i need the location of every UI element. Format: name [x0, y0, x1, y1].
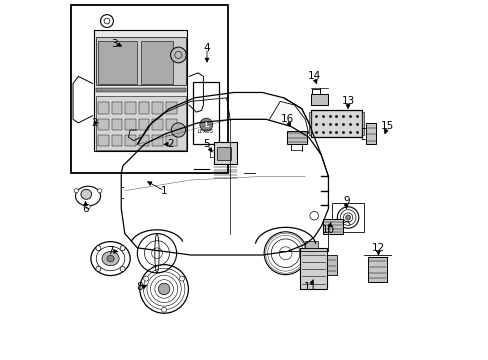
Polygon shape — [269, 102, 308, 134]
Ellipse shape — [102, 251, 119, 266]
FancyBboxPatch shape — [299, 248, 326, 289]
FancyBboxPatch shape — [367, 257, 386, 282]
FancyBboxPatch shape — [125, 135, 136, 146]
FancyBboxPatch shape — [139, 103, 149, 114]
FancyBboxPatch shape — [152, 135, 163, 146]
Text: 5: 5 — [203, 139, 210, 149]
Text: 13: 13 — [341, 96, 354, 107]
FancyBboxPatch shape — [310, 111, 362, 137]
FancyBboxPatch shape — [96, 88, 185, 93]
FancyBboxPatch shape — [94, 30, 187, 152]
Ellipse shape — [81, 189, 91, 199]
Circle shape — [86, 204, 90, 209]
Text: 6: 6 — [82, 203, 89, 213]
Circle shape — [200, 118, 212, 131]
Text: L: L — [203, 122, 208, 128]
FancyBboxPatch shape — [152, 103, 163, 114]
Circle shape — [179, 276, 184, 281]
FancyBboxPatch shape — [165, 135, 176, 146]
Circle shape — [74, 189, 78, 193]
FancyBboxPatch shape — [217, 147, 231, 160]
Text: 4: 4 — [203, 43, 210, 53]
Circle shape — [120, 246, 125, 251]
FancyBboxPatch shape — [111, 135, 122, 146]
FancyBboxPatch shape — [362, 112, 364, 135]
FancyBboxPatch shape — [111, 118, 122, 130]
Circle shape — [162, 307, 166, 312]
FancyBboxPatch shape — [141, 41, 173, 84]
FancyBboxPatch shape — [310, 94, 328, 105]
FancyBboxPatch shape — [214, 143, 237, 164]
FancyBboxPatch shape — [125, 118, 136, 130]
FancyBboxPatch shape — [305, 242, 317, 248]
FancyBboxPatch shape — [98, 118, 108, 130]
Text: 14: 14 — [307, 71, 320, 81]
Circle shape — [143, 276, 148, 281]
FancyBboxPatch shape — [192, 82, 219, 144]
FancyBboxPatch shape — [98, 103, 108, 114]
FancyBboxPatch shape — [125, 103, 136, 114]
FancyBboxPatch shape — [98, 41, 137, 84]
Text: 1: 1 — [161, 186, 167, 196]
FancyBboxPatch shape — [165, 118, 176, 130]
Circle shape — [171, 123, 185, 137]
Circle shape — [96, 246, 101, 251]
FancyBboxPatch shape — [326, 255, 337, 275]
Text: 11: 11 — [304, 282, 317, 292]
Circle shape — [345, 215, 350, 220]
Circle shape — [98, 189, 102, 193]
Text: 7: 7 — [107, 247, 114, 256]
Text: 2: 2 — [167, 139, 174, 149]
Circle shape — [170, 47, 186, 63]
FancyBboxPatch shape — [287, 131, 306, 144]
FancyBboxPatch shape — [308, 112, 310, 135]
Circle shape — [120, 266, 125, 271]
Text: 12: 12 — [371, 243, 384, 253]
Ellipse shape — [107, 255, 114, 262]
FancyBboxPatch shape — [365, 123, 375, 144]
FancyBboxPatch shape — [111, 103, 122, 114]
FancyBboxPatch shape — [139, 135, 149, 146]
FancyBboxPatch shape — [98, 135, 108, 146]
Text: 2: 2 — [91, 118, 97, 128]
Text: 3: 3 — [111, 39, 118, 49]
Text: 8: 8 — [136, 282, 142, 292]
FancyBboxPatch shape — [152, 118, 163, 130]
FancyBboxPatch shape — [165, 103, 176, 114]
FancyBboxPatch shape — [96, 96, 185, 150]
Circle shape — [96, 266, 101, 271]
FancyBboxPatch shape — [139, 118, 149, 130]
Circle shape — [158, 283, 169, 295]
Text: 10: 10 — [321, 225, 334, 235]
FancyBboxPatch shape — [96, 37, 185, 85]
Text: LEXUS: LEXUS — [198, 129, 214, 134]
Text: 9: 9 — [342, 197, 349, 206]
Text: 15: 15 — [380, 121, 393, 131]
Text: 16: 16 — [280, 114, 293, 124]
FancyBboxPatch shape — [323, 219, 342, 234]
